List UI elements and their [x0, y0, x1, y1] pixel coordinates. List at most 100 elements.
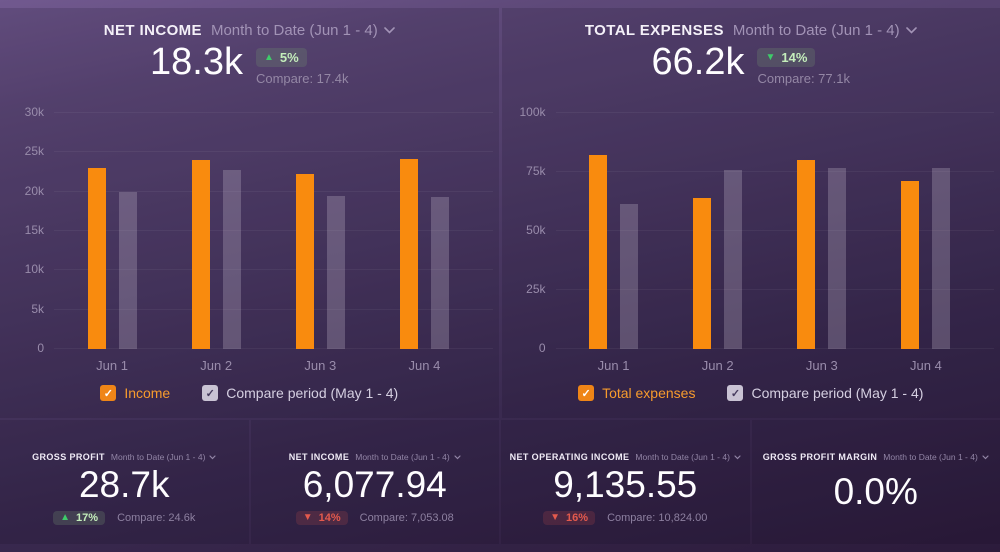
- delta-column: ▼ 14% Compare: 77.1k: [757, 48, 850, 86]
- date-range-label: Month to Date (Jun 1 - 4): [635, 452, 730, 462]
- bar-compare-period-may-1-4[interactable]: [932, 168, 950, 349]
- delta-percent: 14%: [319, 512, 341, 524]
- bar-compare-period-may-1-4[interactable]: [724, 170, 742, 349]
- bar-compare-period-may-1-4[interactable]: [620, 204, 638, 349]
- date-range-selector[interactable]: Month to Date (Jun 1 - 4): [733, 22, 917, 39]
- kpi-header: GROSS PROFIT Month to Date (Jun 1 - 4): [32, 452, 216, 462]
- bar-group: [372, 113, 476, 349]
- chevron-down-icon: [982, 455, 989, 460]
- kpi-header: GROSS PROFIT MARGIN Month to Date (Jun 1…: [763, 452, 989, 462]
- compare-value: Compare: 7,053.08: [360, 512, 454, 524]
- headline-value-row: 18.3k ▲ 5% Compare: 17.4k: [6, 43, 493, 109]
- bar-group: [164, 113, 268, 349]
- kpi-value: 0.0%: [834, 472, 918, 513]
- date-range-selector[interactable]: Month to Date (Jun 1 - 4): [355, 452, 461, 462]
- date-range-selector[interactable]: Month to Date (Jun 1 - 4): [111, 452, 217, 462]
- legend-item-total-expenses[interactable]: ✓ Total expenses: [578, 385, 695, 401]
- kpi-bottom-row: ▲ 17% Compare: 24.6k: [53, 511, 195, 525]
- headline-value: 18.3k: [150, 43, 243, 83]
- compare-value: Compare: 17.4k: [256, 71, 349, 86]
- x-tick-label: Jun 1: [60, 358, 164, 373]
- kpi-bottom-row: ▼ 16% Compare: 10,824.00: [543, 511, 707, 525]
- headline-value: 66.2k: [652, 43, 745, 83]
- kpi-bottom-row: ▼ 14% Compare: 7,053.08: [296, 511, 454, 525]
- bar-group: [268, 113, 372, 349]
- chevron-down-icon: [209, 455, 216, 460]
- y-tick-label: 50k: [526, 223, 545, 237]
- date-range-label: Month to Date (Jun 1 - 4): [733, 22, 900, 39]
- bar-compare-period-may-1-4[interactable]: [119, 192, 137, 349]
- checkbox-checked-icon[interactable]: ✓: [202, 385, 218, 401]
- checkbox-checked-icon[interactable]: ✓: [100, 385, 116, 401]
- date-range-selector[interactable]: Month to Date (Jun 1 - 4): [635, 452, 741, 462]
- kpi-value: 28.7k: [79, 465, 170, 506]
- bar-compare-period-may-1-4[interactable]: [327, 196, 345, 349]
- x-tick-label: Jun 3: [770, 358, 874, 373]
- bar-group: [770, 113, 874, 349]
- bar-total-expenses[interactable]: [797, 160, 815, 349]
- chevron-down-icon: [384, 27, 395, 34]
- x-tick-label: Jun 4: [372, 358, 476, 373]
- y-tick-label: 5k: [31, 302, 44, 316]
- y-tick-label: 10k: [25, 262, 44, 276]
- arrow-up-icon: ▲: [264, 53, 274, 63]
- delta-badge: ▼ 16%: [543, 511, 595, 525]
- plot-area: [54, 113, 493, 349]
- checkbox-checked-icon[interactable]: ✓: [578, 385, 594, 401]
- legend-item-compare-period[interactable]: ✓ Compare period (May 1 - 4): [727, 385, 923, 401]
- net-income-chart-panel: NET INCOME Month to Date (Jun 1 - 4) 18.…: [0, 8, 499, 418]
- arrow-down-icon: ▼: [303, 513, 313, 523]
- chart-header: NET INCOME Month to Date (Jun 1 - 4): [6, 22, 493, 39]
- bar-compare-period-may-1-4[interactable]: [828, 168, 846, 349]
- charts-row: NET INCOME Month to Date (Jun 1 - 4) 18.…: [0, 8, 1000, 418]
- date-range-label: Month to Date (Jun 1 - 4): [883, 452, 978, 462]
- bar-income[interactable]: [400, 159, 418, 349]
- legend-label: Compare period (May 1 - 4): [226, 385, 398, 401]
- y-tick-label: 100k: [519, 105, 545, 119]
- y-tick-label: 20k: [25, 184, 44, 198]
- compare-value: Compare: 24.6k: [117, 512, 195, 524]
- date-range-label: Month to Date (Jun 1 - 4): [211, 22, 378, 39]
- y-tick-label: 25k: [526, 282, 545, 296]
- chevron-down-icon: [734, 455, 741, 460]
- bar-group: [562, 113, 666, 349]
- chart-title: TOTAL EXPENSES: [585, 22, 724, 39]
- chevron-down-icon: [454, 455, 461, 460]
- date-range-selector[interactable]: Month to Date (Jun 1 - 4): [211, 22, 395, 39]
- y-tick-label: 0: [539, 341, 546, 355]
- delta-percent: 5%: [280, 50, 299, 65]
- x-tick-label: Jun 3: [268, 358, 372, 373]
- compare-value: Compare: 77.1k: [757, 71, 850, 86]
- bar-income[interactable]: [296, 174, 314, 349]
- legend: ✓ Income ✓ Compare period (May 1 - 4): [6, 385, 493, 401]
- bar-group: [60, 113, 164, 349]
- kpi-title: NET OPERATING INCOME: [510, 452, 630, 462]
- arrow-down-icon: ▼: [765, 53, 775, 63]
- plot-area: [556, 113, 995, 349]
- bar-compare-period-may-1-4[interactable]: [223, 170, 241, 349]
- bar-income[interactable]: [88, 168, 106, 349]
- legend-item-income[interactable]: ✓ Income: [100, 385, 170, 401]
- legend-label: Compare period (May 1 - 4): [751, 385, 923, 401]
- kpi-header: NET OPERATING INCOME Month to Date (Jun …: [510, 452, 741, 462]
- legend-label: Total expenses: [602, 385, 695, 401]
- bar-total-expenses[interactable]: [589, 155, 607, 349]
- legend-label: Income: [124, 385, 170, 401]
- date-range-selector[interactable]: Month to Date (Jun 1 - 4): [883, 452, 989, 462]
- bar-total-expenses[interactable]: [901, 181, 919, 349]
- y-tick-label: 0: [37, 341, 44, 355]
- bar-group: [874, 113, 978, 349]
- checkbox-checked-icon[interactable]: ✓: [727, 385, 743, 401]
- legend: ✓ Total expenses ✓ Compare period (May 1…: [508, 385, 995, 401]
- bar-compare-period-may-1-4[interactable]: [431, 197, 449, 349]
- gross-profit-kpi-card: GROSS PROFIT Month to Date (Jun 1 - 4) 2…: [0, 420, 249, 544]
- bar-total-expenses[interactable]: [693, 198, 711, 349]
- gross-profit-margin-kpi-card: GROSS PROFIT MARGIN Month to Date (Jun 1…: [752, 420, 1000, 544]
- bar-income[interactable]: [192, 160, 210, 349]
- kpi-title: GROSS PROFIT MARGIN: [763, 452, 878, 462]
- legend-item-compare-period[interactable]: ✓ Compare period (May 1 - 4): [202, 385, 398, 401]
